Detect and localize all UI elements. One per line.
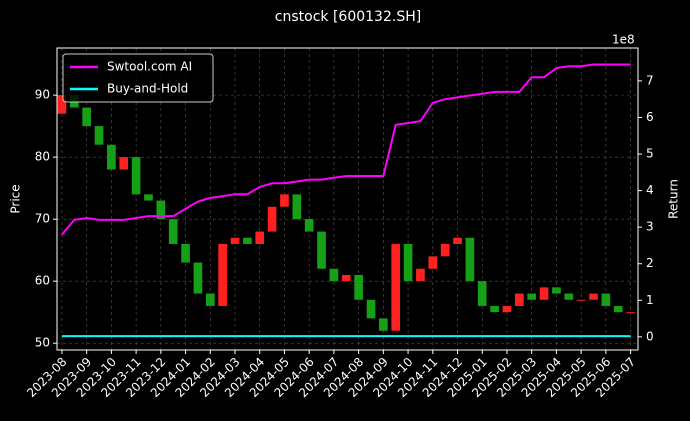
y2-tick-label: 6 xyxy=(646,110,654,124)
candle-body xyxy=(391,243,401,331)
candle-body xyxy=(490,305,499,313)
candle-body xyxy=(181,243,190,263)
y2-axis-label: Return xyxy=(667,179,681,219)
candle-body xyxy=(354,274,363,300)
y-axis-label: Price xyxy=(9,184,23,213)
y2-tick-label: 2 xyxy=(646,256,654,270)
candle-body xyxy=(156,200,166,220)
candle-body xyxy=(280,194,289,207)
y-tick-label: 60 xyxy=(35,274,50,288)
candle-body xyxy=(205,293,215,306)
candle-body xyxy=(317,231,326,269)
legend-label: Swtool.com AI xyxy=(107,60,192,74)
y2-tick-label: 3 xyxy=(646,220,654,234)
candle-body xyxy=(502,305,512,313)
y2-offset-label: 1e8 xyxy=(612,33,635,47)
candle-body xyxy=(304,219,314,232)
candle-body xyxy=(57,95,67,114)
legend-label: Buy-and-Hold xyxy=(107,82,188,96)
candle-body xyxy=(379,318,388,331)
candle-body xyxy=(613,305,623,313)
candle-body xyxy=(527,293,537,300)
candle-body xyxy=(341,274,351,282)
candle-body xyxy=(107,144,116,170)
candle-body xyxy=(416,268,425,282)
candle-body xyxy=(477,281,487,306)
candle-body xyxy=(168,219,178,244)
candle-body xyxy=(403,243,413,282)
candle-body xyxy=(564,293,574,300)
y-tick-label: 80 xyxy=(35,150,50,164)
y2-tick-label: 5 xyxy=(646,147,654,161)
candle-body xyxy=(329,268,339,282)
y2-tick-label: 7 xyxy=(646,73,654,87)
legend-box xyxy=(62,53,214,103)
y-tick-label: 90 xyxy=(35,88,50,102)
candle-body xyxy=(218,243,227,306)
candle-body xyxy=(144,194,153,201)
candle-body xyxy=(539,287,549,300)
candle-body xyxy=(230,237,240,244)
candle-body xyxy=(601,293,611,306)
candle-body xyxy=(82,107,91,127)
candle-body xyxy=(366,299,376,319)
candle-body xyxy=(552,287,561,294)
candle-body xyxy=(515,293,524,306)
candle-body xyxy=(255,231,265,244)
return-line xyxy=(61,63,631,236)
candle-body xyxy=(465,237,475,282)
chart-title: cnstock [600132.SH] xyxy=(275,9,421,25)
candle-body xyxy=(428,256,438,269)
legend: Swtool.com AI Buy-and-Hold xyxy=(62,53,214,103)
candle-body xyxy=(453,237,462,244)
y2-tick-label: 1 xyxy=(646,293,654,307)
y2-tick-label: 0 xyxy=(646,329,654,343)
candle-body xyxy=(119,157,129,170)
candle-body xyxy=(94,126,104,145)
candle-body xyxy=(589,293,598,300)
plot-frame xyxy=(56,47,639,351)
candle-body xyxy=(193,262,203,294)
y-tick-label: 50 xyxy=(35,336,50,350)
candle-body xyxy=(243,237,252,244)
y2-tick-label: 4 xyxy=(646,183,654,197)
candle-body xyxy=(626,312,635,314)
candle-body xyxy=(440,243,450,257)
y-tick-label: 70 xyxy=(35,212,50,226)
candle-body xyxy=(292,194,302,220)
candle-body xyxy=(131,157,141,195)
candle-body xyxy=(267,206,277,232)
candle-body xyxy=(576,299,586,301)
